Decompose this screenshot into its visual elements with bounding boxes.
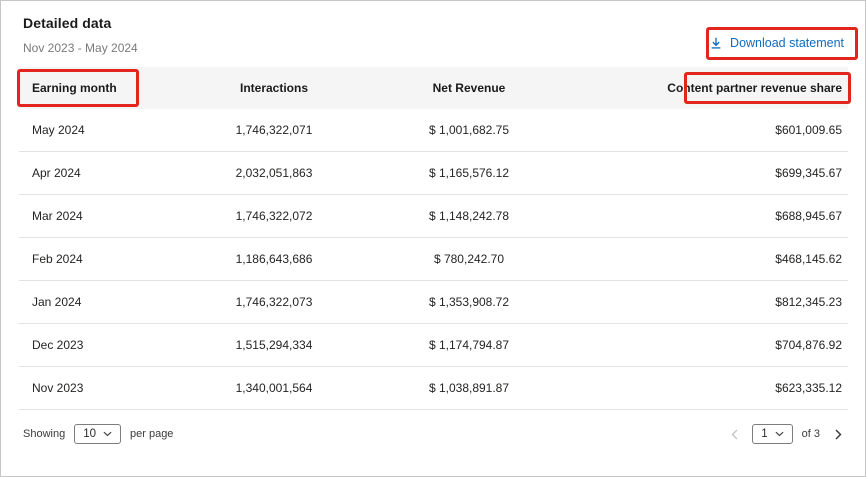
date-range-label: Nov 2023 - May 2024 [23,41,138,55]
previous-page-button[interactable] [725,425,743,443]
column-header-interactions: Interactions [239,81,308,95]
cell-earning-month: Jan 2024 [32,295,82,309]
column-header-net-revenue: Net Revenue [432,81,506,95]
chevron-right-icon [835,429,842,440]
table-row: May 2024 1,746,322,071 $ 1,001,682.75 $6… [19,109,848,152]
page-title: Detailed data [23,15,112,31]
cell-earning-month: Nov 2023 [32,381,84,395]
download-icon [709,36,723,50]
page-number-dropdown[interactable]: 1 [752,424,793,444]
cell-interactions: 1,515,294,334 [235,338,313,352]
chevron-down-icon [103,431,112,437]
cell-partner-share: $699,345.67 [775,166,842,180]
column-header-partner-share: Content partner revenue share [667,81,842,95]
cell-partner-share: $812,345.23 [775,295,842,309]
cell-earning-month: Mar 2024 [32,209,83,223]
page-size-value: 10 [83,428,96,440]
table-row: Jan 2024 1,746,322,073 $ 1,353,908.72 $8… [19,281,848,324]
table-header-row: Earning month Interactions Net Revenue C… [19,67,848,109]
cell-interactions: 2,032,051,863 [235,166,313,180]
cell-partner-share: $704,876.92 [775,338,842,352]
cell-earning-month: Apr 2024 [32,166,81,180]
chevron-down-icon [775,431,784,437]
current-page-value: 1 [761,428,768,440]
showing-label: Showing [23,428,66,440]
cell-net-revenue: $ 1,001,682.75 [428,123,510,137]
cell-partner-share: $601,009.65 [775,123,842,137]
cell-earning-month: May 2024 [32,123,85,137]
chevron-left-icon [731,429,738,440]
table-footer: Showing 10 per page 1 of 3 [23,420,847,448]
cell-partner-share: $468,145.62 [775,252,842,266]
cell-partner-share: $623,335.12 [775,381,842,395]
cell-interactions: 1,186,643,686 [235,252,313,266]
earnings-table: Earning month Interactions Net Revenue C… [19,67,848,410]
pagination: 1 of 3 [725,424,847,444]
page-size-dropdown[interactable]: 10 [74,424,121,444]
cell-partner-share: $688,945.67 [775,209,842,223]
cell-net-revenue: $ 1,038,891.87 [428,381,510,395]
cell-interactions: 1,746,322,071 [235,123,313,137]
table-row: Mar 2024 1,746,322,072 $ 1,148,242.78 $6… [19,195,848,238]
panel-header: Detailed data Nov 2023 - May 2024 Downlo… [1,1,865,55]
cell-net-revenue: $ 1,165,576.12 [428,166,510,180]
download-statement-label: Download statement [730,36,844,50]
cell-interactions: 1,746,322,072 [235,209,313,223]
cell-net-revenue: $ 1,148,242.78 [428,209,510,223]
cell-earning-month: Dec 2023 [32,338,84,352]
next-page-button[interactable] [829,425,847,443]
table-row: Apr 2024 2,032,051,863 $ 1,165,576.12 $6… [19,152,848,195]
download-statement-link[interactable]: Download statement [709,36,844,50]
cell-earning-month: Feb 2024 [32,252,83,266]
column-header-earning-month: Earning month [32,81,117,95]
total-pages-label: of 3 [801,428,820,440]
cell-interactions: 1,746,322,073 [235,295,313,309]
cell-net-revenue: $ 1,174,794.87 [428,338,510,352]
per-page-label: per page [130,428,174,440]
cell-net-revenue: $ 1,353,908.72 [428,295,510,309]
table-row: Nov 2023 1,340,001,564 $ 1,038,891.87 $6… [19,367,848,410]
cell-net-revenue: $ 780,242.70 [433,252,505,266]
table-row: Dec 2023 1,515,294,334 $ 1,174,794.87 $7… [19,324,848,367]
table-row: Feb 2024 1,186,643,686 $ 780,242.70 $468… [19,238,848,281]
cell-interactions: 1,340,001,564 [235,381,313,395]
